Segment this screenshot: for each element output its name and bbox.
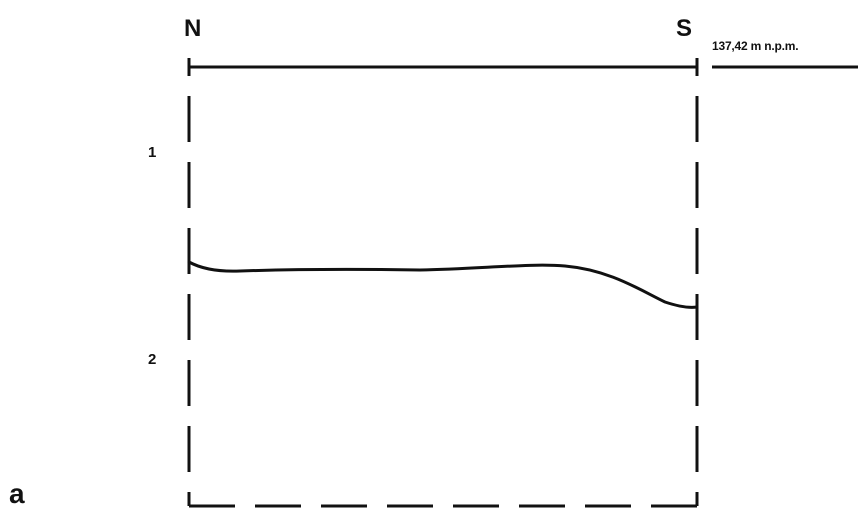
south-label: S bbox=[676, 15, 693, 42]
layer-label-2: 2 bbox=[148, 351, 157, 368]
datum-line bbox=[187, 58, 699, 76]
section-frame bbox=[187, 96, 699, 508]
layer-label-1: 1 bbox=[148, 144, 157, 161]
layer-boundary bbox=[187, 260, 699, 309]
elevation-label: 137,42 m n.p.m. bbox=[712, 39, 799, 53]
north-label: N bbox=[184, 15, 202, 42]
figure-label: a bbox=[9, 478, 25, 509]
